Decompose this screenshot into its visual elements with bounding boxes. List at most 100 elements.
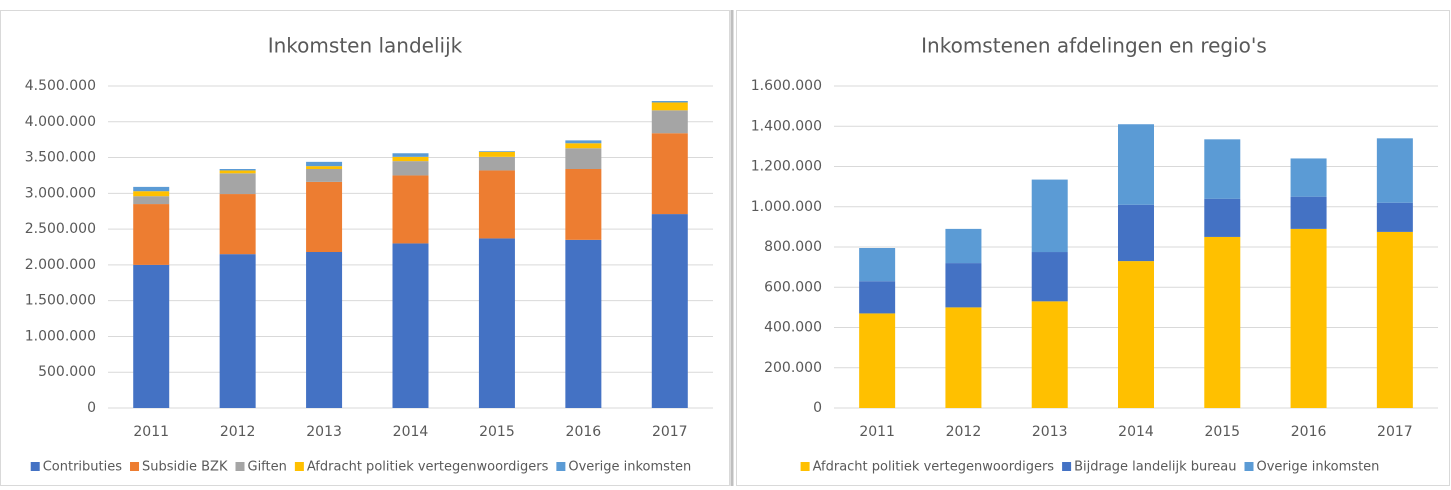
y-tick-label: 1.500.000 [25, 293, 96, 309]
bar-segment [392, 161, 429, 176]
bar-segment [219, 254, 256, 408]
bar-segment [945, 263, 982, 308]
bar-segment [478, 238, 515, 408]
chart-title: Inkomsten landelijk [268, 34, 463, 58]
y-tick-label: 1.600.000 [751, 78, 822, 94]
legend-swatch [800, 462, 810, 471]
x-tick-label: 2011 [133, 424, 169, 440]
x-tick-label: 2012 [946, 424, 982, 440]
y-tick-label: 0 [813, 400, 822, 416]
bar-segment [133, 196, 170, 205]
bar-segment [945, 228, 982, 264]
x-tick-label: 2014 [1118, 424, 1154, 440]
bar-segment [219, 173, 256, 195]
bar-segment [651, 110, 688, 134]
bar-segment [1031, 301, 1068, 408]
bar-segment [306, 161, 343, 167]
bar-segment [306, 252, 343, 408]
y-tick-label: 800.000 [764, 239, 822, 255]
bar-segment [565, 140, 602, 144]
bar-segment [1290, 228, 1327, 408]
bar-segment [565, 169, 602, 240]
y-tick-label: 1.000.000 [25, 328, 96, 344]
bar-segment [859, 313, 896, 408]
bar-segment [392, 153, 429, 157]
bar-segment [651, 102, 688, 111]
bar-segment [1376, 138, 1413, 203]
bar-segment [392, 243, 429, 408]
y-tick-label: 3.500.000 [25, 150, 96, 166]
bar-segment [565, 239, 602, 408]
bar-segment [1376, 202, 1413, 232]
bar-segment [1031, 179, 1068, 253]
bar-segment [392, 156, 429, 162]
legend-swatch [1062, 462, 1072, 471]
bar-segment [133, 186, 170, 192]
bar-segment [859, 281, 896, 314]
bar-segment [1118, 204, 1154, 262]
bar-segment [651, 101, 688, 103]
legend-swatch [556, 462, 566, 471]
bar-segment [219, 194, 256, 255]
bar-segment [392, 175, 429, 244]
x-tick-label: 2017 [652, 424, 688, 440]
bar-segment [1204, 139, 1241, 199]
y-tick-label: 200.000 [764, 360, 822, 376]
bar-segment [1031, 252, 1068, 302]
y-tick-label: 0 [87, 400, 96, 416]
x-tick-label: 2015 [1204, 424, 1240, 440]
bar-segment [306, 169, 343, 182]
x-tick-label: 2016 [1291, 424, 1327, 440]
x-tick-label: 2011 [859, 424, 895, 440]
legend-label: Overige inkomsten [1257, 460, 1380, 475]
bar-segment [859, 248, 896, 282]
bar-segment [1118, 124, 1154, 205]
chart-title: Inkomstenen afdelingen en regio's [921, 34, 1267, 58]
bar-segment [945, 307, 982, 408]
bar-segment [565, 148, 602, 170]
legend-label: Afdracht politiek vertegenwoordigers [307, 460, 549, 475]
legend-swatch [1244, 462, 1254, 471]
bar-segment [133, 191, 170, 197]
bar-segment [651, 133, 688, 215]
y-tick-label: 2.000.000 [25, 257, 96, 273]
x-tick-label: 2016 [566, 424, 602, 440]
legend-swatch [294, 462, 304, 471]
y-tick-label: 600.000 [764, 279, 822, 295]
bar-segment [565, 143, 602, 149]
x-tick-label: 2014 [393, 424, 429, 440]
x-tick-label: 2013 [306, 424, 342, 440]
bar-segment [478, 151, 515, 152]
bar-segment [306, 181, 343, 253]
panel [0, 10, 730, 486]
bar-segment [219, 169, 256, 171]
y-tick-label: 4.000.000 [25, 114, 96, 130]
legend-label: Bijdrage landelijk bureau [1074, 460, 1236, 475]
bar-segment [133, 204, 170, 265]
legend-label: Overige inkomsten [568, 460, 691, 475]
legend-swatch [130, 462, 140, 471]
bar-segment [478, 156, 515, 171]
bar-segment [1376, 231, 1413, 408]
x-tick-label: 2012 [220, 424, 256, 440]
bar-segment [1204, 198, 1241, 237]
y-tick-label: 3.000.000 [25, 185, 96, 201]
bar-segment [306, 166, 343, 170]
legend-label: Giften [248, 460, 287, 475]
x-tick-label: 2015 [479, 424, 515, 440]
y-tick-label: 1.000.000 [751, 199, 822, 215]
bar-segment [133, 264, 170, 408]
y-tick-label: 2.500.000 [25, 221, 96, 237]
x-tick-label: 2013 [1032, 424, 1068, 440]
y-tick-label: 500.000 [38, 364, 96, 380]
legend-swatch [30, 462, 40, 471]
bar-segment [1204, 236, 1241, 408]
bar-segment [478, 170, 515, 239]
bar-segment [1118, 261, 1154, 408]
bar-segment [478, 151, 515, 157]
bar-segment [219, 170, 256, 174]
legend-label: Subsidie BZK [142, 460, 228, 475]
y-tick-label: 400.000 [764, 320, 822, 336]
